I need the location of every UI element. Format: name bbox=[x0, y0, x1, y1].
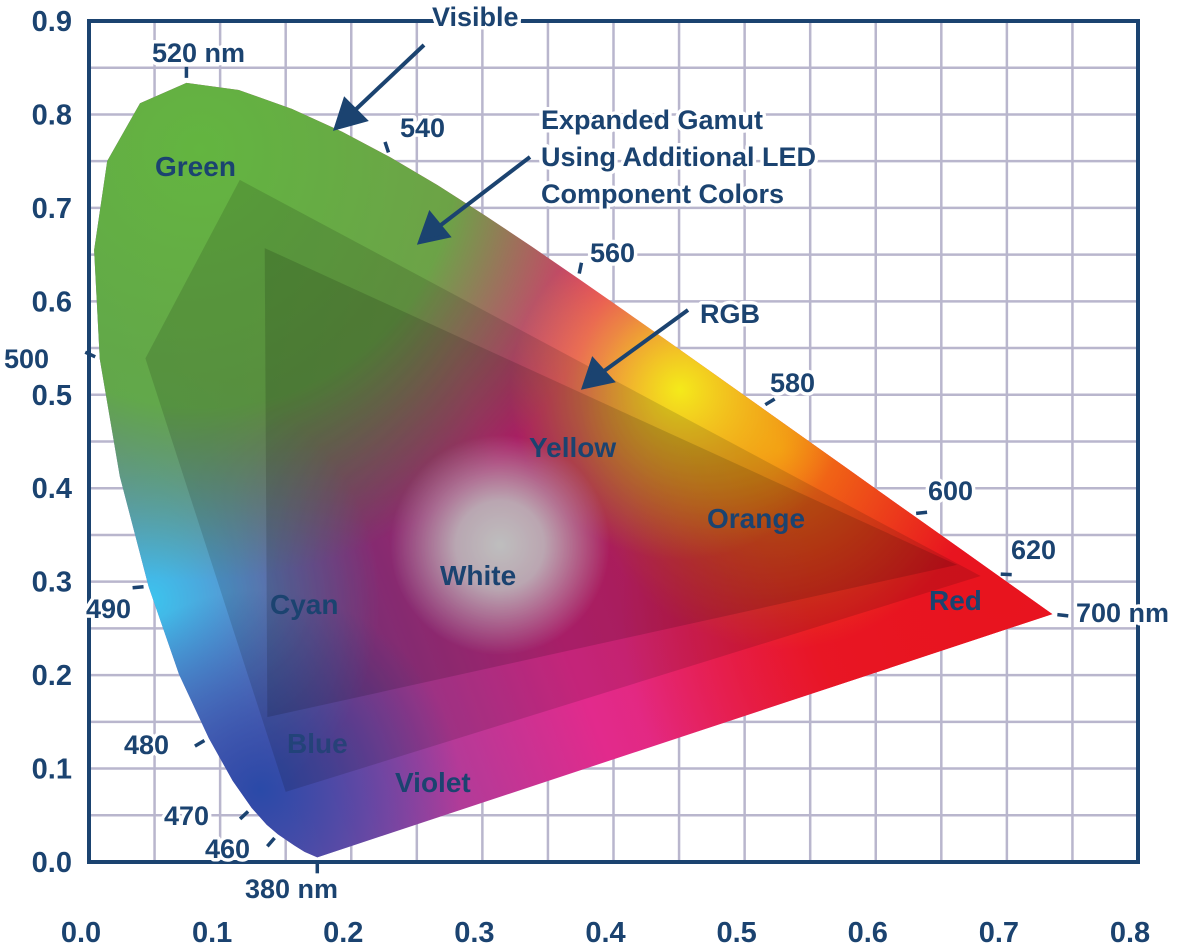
wavelength-tick-600 bbox=[915, 510, 928, 516]
expanded-gamut-label-line1: Expanded Gamut bbox=[541, 105, 763, 135]
wavelength-580: 580 bbox=[770, 368, 815, 398]
expanded-gamut-arrowhead bbox=[416, 209, 452, 245]
y-tick-label: 0.5 bbox=[32, 380, 72, 412]
wavelength-tick-540 bbox=[383, 141, 391, 153]
region-green: Green bbox=[155, 151, 236, 182]
y-tick-label: 0.0 bbox=[32, 847, 72, 879]
x-tick-label: 0.6 bbox=[848, 917, 888, 949]
visible-label: Visible bbox=[432, 2, 519, 32]
wavelength-labels: 520 nm 540 560 580 600 620 700 nm 500 49… bbox=[1, 35, 1173, 908]
y-axis-tick-labels: 0.0 0.1 0.2 0.3 0.4 0.5 0.6 0.7 0.8 0.9 bbox=[32, 6, 72, 879]
wavelength-480: 480 bbox=[124, 730, 169, 760]
x-tick-label: 0.2 bbox=[323, 917, 363, 949]
region-yellow: Yellow bbox=[529, 432, 616, 463]
y-tick-label: 0.2 bbox=[32, 660, 72, 692]
region-labels: Green Yellow Orange White Cyan Red Blue … bbox=[155, 151, 982, 798]
rgb-label: RGB bbox=[700, 299, 760, 329]
wavelength-tick-700 bbox=[1057, 612, 1069, 618]
x-tick-label: 0.7 bbox=[979, 917, 1019, 949]
x-axis-tick-labels: 0.0 0.1 0.2 0.3 0.4 0.5 0.6 0.7 0.8 bbox=[61, 917, 1150, 949]
expanded-gamut-arrow bbox=[435, 155, 532, 230]
wavelength-700: 700 nm bbox=[1076, 598, 1169, 628]
expanded-gamut-label-line3: Component Colors bbox=[541, 179, 784, 209]
y-tick-label: 0.7 bbox=[32, 193, 72, 225]
y-tick-label: 0.4 bbox=[32, 473, 72, 505]
wavelength-600: 600 bbox=[928, 476, 973, 506]
wavelength-500: 500 bbox=[4, 344, 49, 374]
wavelength-520: 520 nm bbox=[152, 38, 245, 68]
region-violet: Violet bbox=[395, 767, 471, 798]
plot-frame bbox=[87, 19, 1140, 864]
axes-frame bbox=[87, 19, 1140, 864]
wavelength-tick-460 bbox=[266, 836, 276, 848]
region-orange: Orange bbox=[707, 503, 805, 534]
region-blue: Blue bbox=[287, 728, 348, 759]
rgb-gamut bbox=[264, 248, 958, 718]
y-tick-label: 0.6 bbox=[32, 286, 72, 318]
x-tick-label: 0.8 bbox=[1110, 917, 1150, 949]
visible-arrow bbox=[350, 43, 426, 115]
x-tick-label: 0.0 bbox=[61, 917, 101, 949]
wavelength-460: 460 bbox=[205, 834, 250, 864]
x-tick-label: 0.3 bbox=[454, 917, 494, 949]
x-tick-label: 0.5 bbox=[716, 917, 756, 949]
wavelength-620: 620 bbox=[1011, 535, 1056, 565]
wavelength-tick-560 bbox=[577, 262, 584, 274]
x-tick-label: 0.4 bbox=[585, 917, 625, 949]
wavelength-560: 560 bbox=[590, 238, 635, 268]
region-red: Red bbox=[929, 585, 982, 616]
wavelength-tick-500 bbox=[84, 350, 96, 359]
expanded-gamut-label-line2: Using Additional LED bbox=[541, 142, 816, 172]
wavelength-ticks bbox=[84, 66, 1069, 874]
wavelength-tick-480 bbox=[194, 739, 206, 748]
wavelength-tick-470 bbox=[238, 810, 250, 821]
rgb-arrowhead bbox=[580, 356, 616, 390]
y-tick-label: 0.8 bbox=[32, 99, 72, 131]
expanded-gamut bbox=[145, 179, 981, 792]
annotation-arrows bbox=[332, 43, 690, 390]
visible-arrowhead bbox=[332, 96, 369, 131]
wavelength-490: 490 bbox=[86, 594, 131, 624]
region-cyan: Cyan bbox=[270, 589, 338, 620]
y-tick-label: 0.3 bbox=[32, 567, 72, 599]
x-tick-label: 0.1 bbox=[192, 917, 232, 949]
y-tick-label: 0.9 bbox=[32, 6, 72, 38]
wavelength-tick-580 bbox=[764, 397, 776, 407]
wavelength-540: 540 bbox=[400, 113, 445, 143]
wavelength-380: 380 nm bbox=[245, 874, 338, 904]
y-tick-label: 0.1 bbox=[32, 754, 72, 786]
wavelength-470: 470 bbox=[164, 801, 209, 831]
rgb-arrow bbox=[598, 308, 690, 376]
region-white: White bbox=[440, 560, 516, 591]
annotations: Visible Expanded Gamut Using Additional … bbox=[429, 0, 820, 333]
wavelength-tick-490 bbox=[132, 585, 144, 590]
